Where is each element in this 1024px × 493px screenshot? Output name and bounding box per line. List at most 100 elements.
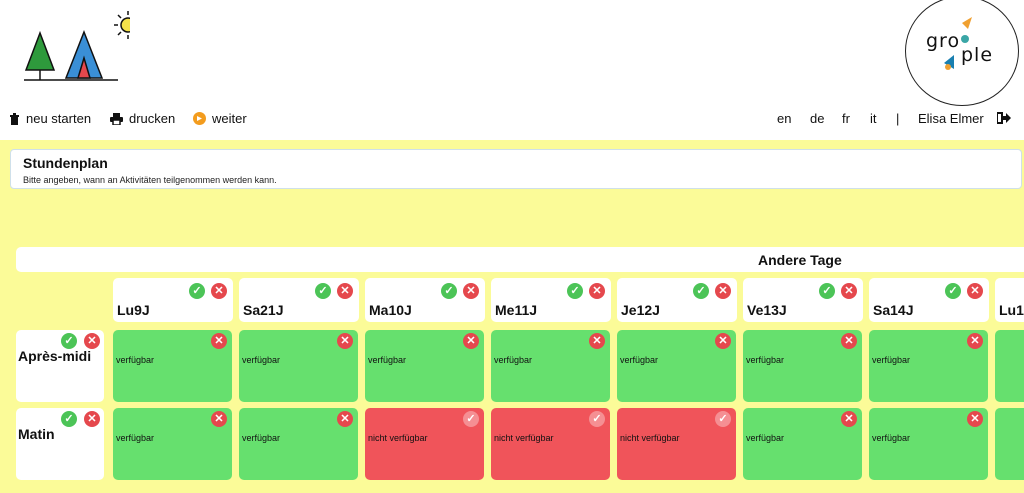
print-label: drucken (129, 111, 176, 126)
row-label: Matin (18, 426, 55, 442)
slot-cell[interactable]: ✕ verfügbar (869, 408, 988, 480)
close-icon[interactable]: ✕ (589, 283, 605, 299)
close-icon[interactable]: ✕ (211, 283, 227, 299)
check-icon[interactable]: ✓ (715, 411, 731, 427)
slot-cell[interactable]: ✕ verfügbar (113, 408, 232, 480)
close-icon[interactable]: ✕ (211, 411, 227, 427)
check-icon[interactable]: ✓ (567, 283, 583, 299)
day-header: Lu1 (995, 278, 1024, 322)
day-label: Me11J (495, 302, 538, 318)
groople-logo: gro ple (905, 0, 1019, 106)
slot-status: verfügbar (620, 355, 659, 365)
slot-cell[interactable] (995, 408, 1024, 480)
close-icon[interactable]: ✕ (715, 333, 731, 349)
camping-logo-icon (24, 11, 130, 81)
lang-en[interactable]: en (777, 111, 792, 126)
row-header-afternoon: ✓ ✕ Après-midi (16, 330, 104, 402)
check-icon[interactable]: ✓ (61, 333, 77, 349)
day-header: ✓ ✕ Me11J (491, 278, 611, 322)
slot-status: verfügbar (746, 433, 785, 443)
day-header: ✓ ✕ Je12J (617, 278, 737, 322)
check-icon[interactable]: ✓ (693, 283, 709, 299)
slot-status: verfügbar (872, 433, 911, 443)
slot-status: verfügbar (116, 433, 155, 443)
slot-cell[interactable]: ✕ verfügbar (869, 330, 988, 402)
day-header: ✓ ✕ Sa14J (869, 278, 989, 322)
next-button[interactable]: weiter (193, 111, 247, 126)
day-label: Je12J (621, 302, 660, 318)
slot-status: verfügbar (872, 355, 911, 365)
check-icon[interactable]: ✓ (189, 283, 205, 299)
slot-status: nicht verfügbar (494, 433, 554, 443)
close-icon[interactable]: ✕ (337, 411, 353, 427)
panel-subtitle: Bitte angeben, wann an Aktivitäten teilg… (23, 175, 277, 185)
close-icon[interactable]: ✕ (715, 283, 731, 299)
close-icon[interactable]: ✕ (337, 333, 353, 349)
top-bar: gro ple neu starten drucken weiter en de… (0, 0, 1024, 140)
restart-button[interactable]: neu starten (9, 111, 91, 126)
slot-status: nicht verfügbar (620, 433, 680, 443)
check-icon[interactable]: ✓ (315, 283, 331, 299)
schedule-panel: Stundenplan Bitte angeben, wann an Aktiv… (10, 149, 1022, 189)
slot-cell[interactable]: ✕ verfügbar (743, 408, 862, 480)
close-icon[interactable]: ✕ (463, 283, 479, 299)
slot-cell[interactable]: ✕ verfügbar (743, 330, 862, 402)
slot-cell[interactable]: ✕ verfügbar (239, 408, 358, 480)
check-icon[interactable]: ✓ (589, 411, 605, 427)
slot-cell[interactable]: ✓ nicht verfügbar (491, 408, 610, 480)
slot-cell[interactable]: ✕ verfügbar (617, 330, 736, 402)
slot-status: verfügbar (242, 355, 281, 365)
close-icon[interactable]: ✕ (967, 411, 983, 427)
lang-de[interactable]: de (810, 111, 825, 126)
close-icon[interactable]: ✕ (841, 283, 857, 299)
slot-status: verfügbar (368, 355, 407, 365)
lang-fr[interactable]: fr (842, 111, 850, 126)
close-icon[interactable]: ✕ (841, 333, 857, 349)
slot-cell[interactable]: ✕ verfügbar (239, 330, 358, 402)
slot-cell[interactable] (995, 330, 1024, 402)
check-icon[interactable]: ✓ (463, 411, 479, 427)
check-icon[interactable]: ✓ (61, 411, 77, 427)
logo-text-left: gro (926, 30, 961, 52)
day-label: Ma10J (369, 302, 412, 318)
check-icon[interactable]: ✓ (945, 283, 961, 299)
slot-cell[interactable]: ✕ verfügbar (113, 330, 232, 402)
day-header: ✓ ✕ Lu9J (113, 278, 233, 322)
user-name[interactable]: Elisa Elmer (918, 111, 984, 126)
panel-title: Stundenplan (23, 155, 108, 171)
logo-shapes-icon (944, 17, 972, 70)
row-header-morning: ✓ ✕ Matin (16, 408, 104, 480)
check-icon[interactable]: ✓ (819, 283, 835, 299)
logout-icon[interactable] (997, 112, 1011, 124)
close-icon[interactable]: ✕ (589, 333, 605, 349)
day-header: ✓ ✕ Sa21J (239, 278, 359, 322)
close-icon[interactable]: ✕ (841, 411, 857, 427)
slot-cell[interactable]: ✓ nicht verfügbar (365, 408, 484, 480)
slot-status: verfügbar (242, 433, 281, 443)
slot-cell[interactable]: ✕ verfügbar (365, 330, 484, 402)
day-label: Lu1 (999, 302, 1024, 318)
slot-cell[interactable]: ✓ nicht verfügbar (617, 408, 736, 480)
day-label: Sa14J (873, 302, 914, 318)
slot-status: verfügbar (746, 355, 785, 365)
close-icon[interactable]: ✕ (967, 283, 983, 299)
day-label: Ve13J (747, 302, 787, 318)
lang-it[interactable]: it (870, 111, 877, 126)
arrow-right-circle-icon (193, 112, 206, 125)
day-header: ✓ ✕ Ma10J (365, 278, 485, 322)
print-button[interactable]: drucken (110, 111, 175, 126)
close-icon[interactable]: ✕ (463, 333, 479, 349)
close-icon[interactable]: ✕ (211, 333, 227, 349)
row-label: Après-midi (18, 348, 92, 364)
slot-cell[interactable]: ✕ verfügbar (491, 330, 610, 402)
logo-text-right: ple (961, 44, 994, 66)
printer-icon (110, 112, 123, 125)
close-icon[interactable]: ✕ (337, 283, 353, 299)
trash-icon (10, 112, 19, 125)
other-days-header: Andere Tage (16, 247, 1024, 272)
close-icon[interactable]: ✕ (967, 333, 983, 349)
slot-status: nicht verfügbar (368, 433, 428, 443)
close-icon[interactable]: ✕ (84, 333, 100, 349)
check-icon[interactable]: ✓ (441, 283, 457, 299)
close-icon[interactable]: ✕ (84, 411, 100, 427)
